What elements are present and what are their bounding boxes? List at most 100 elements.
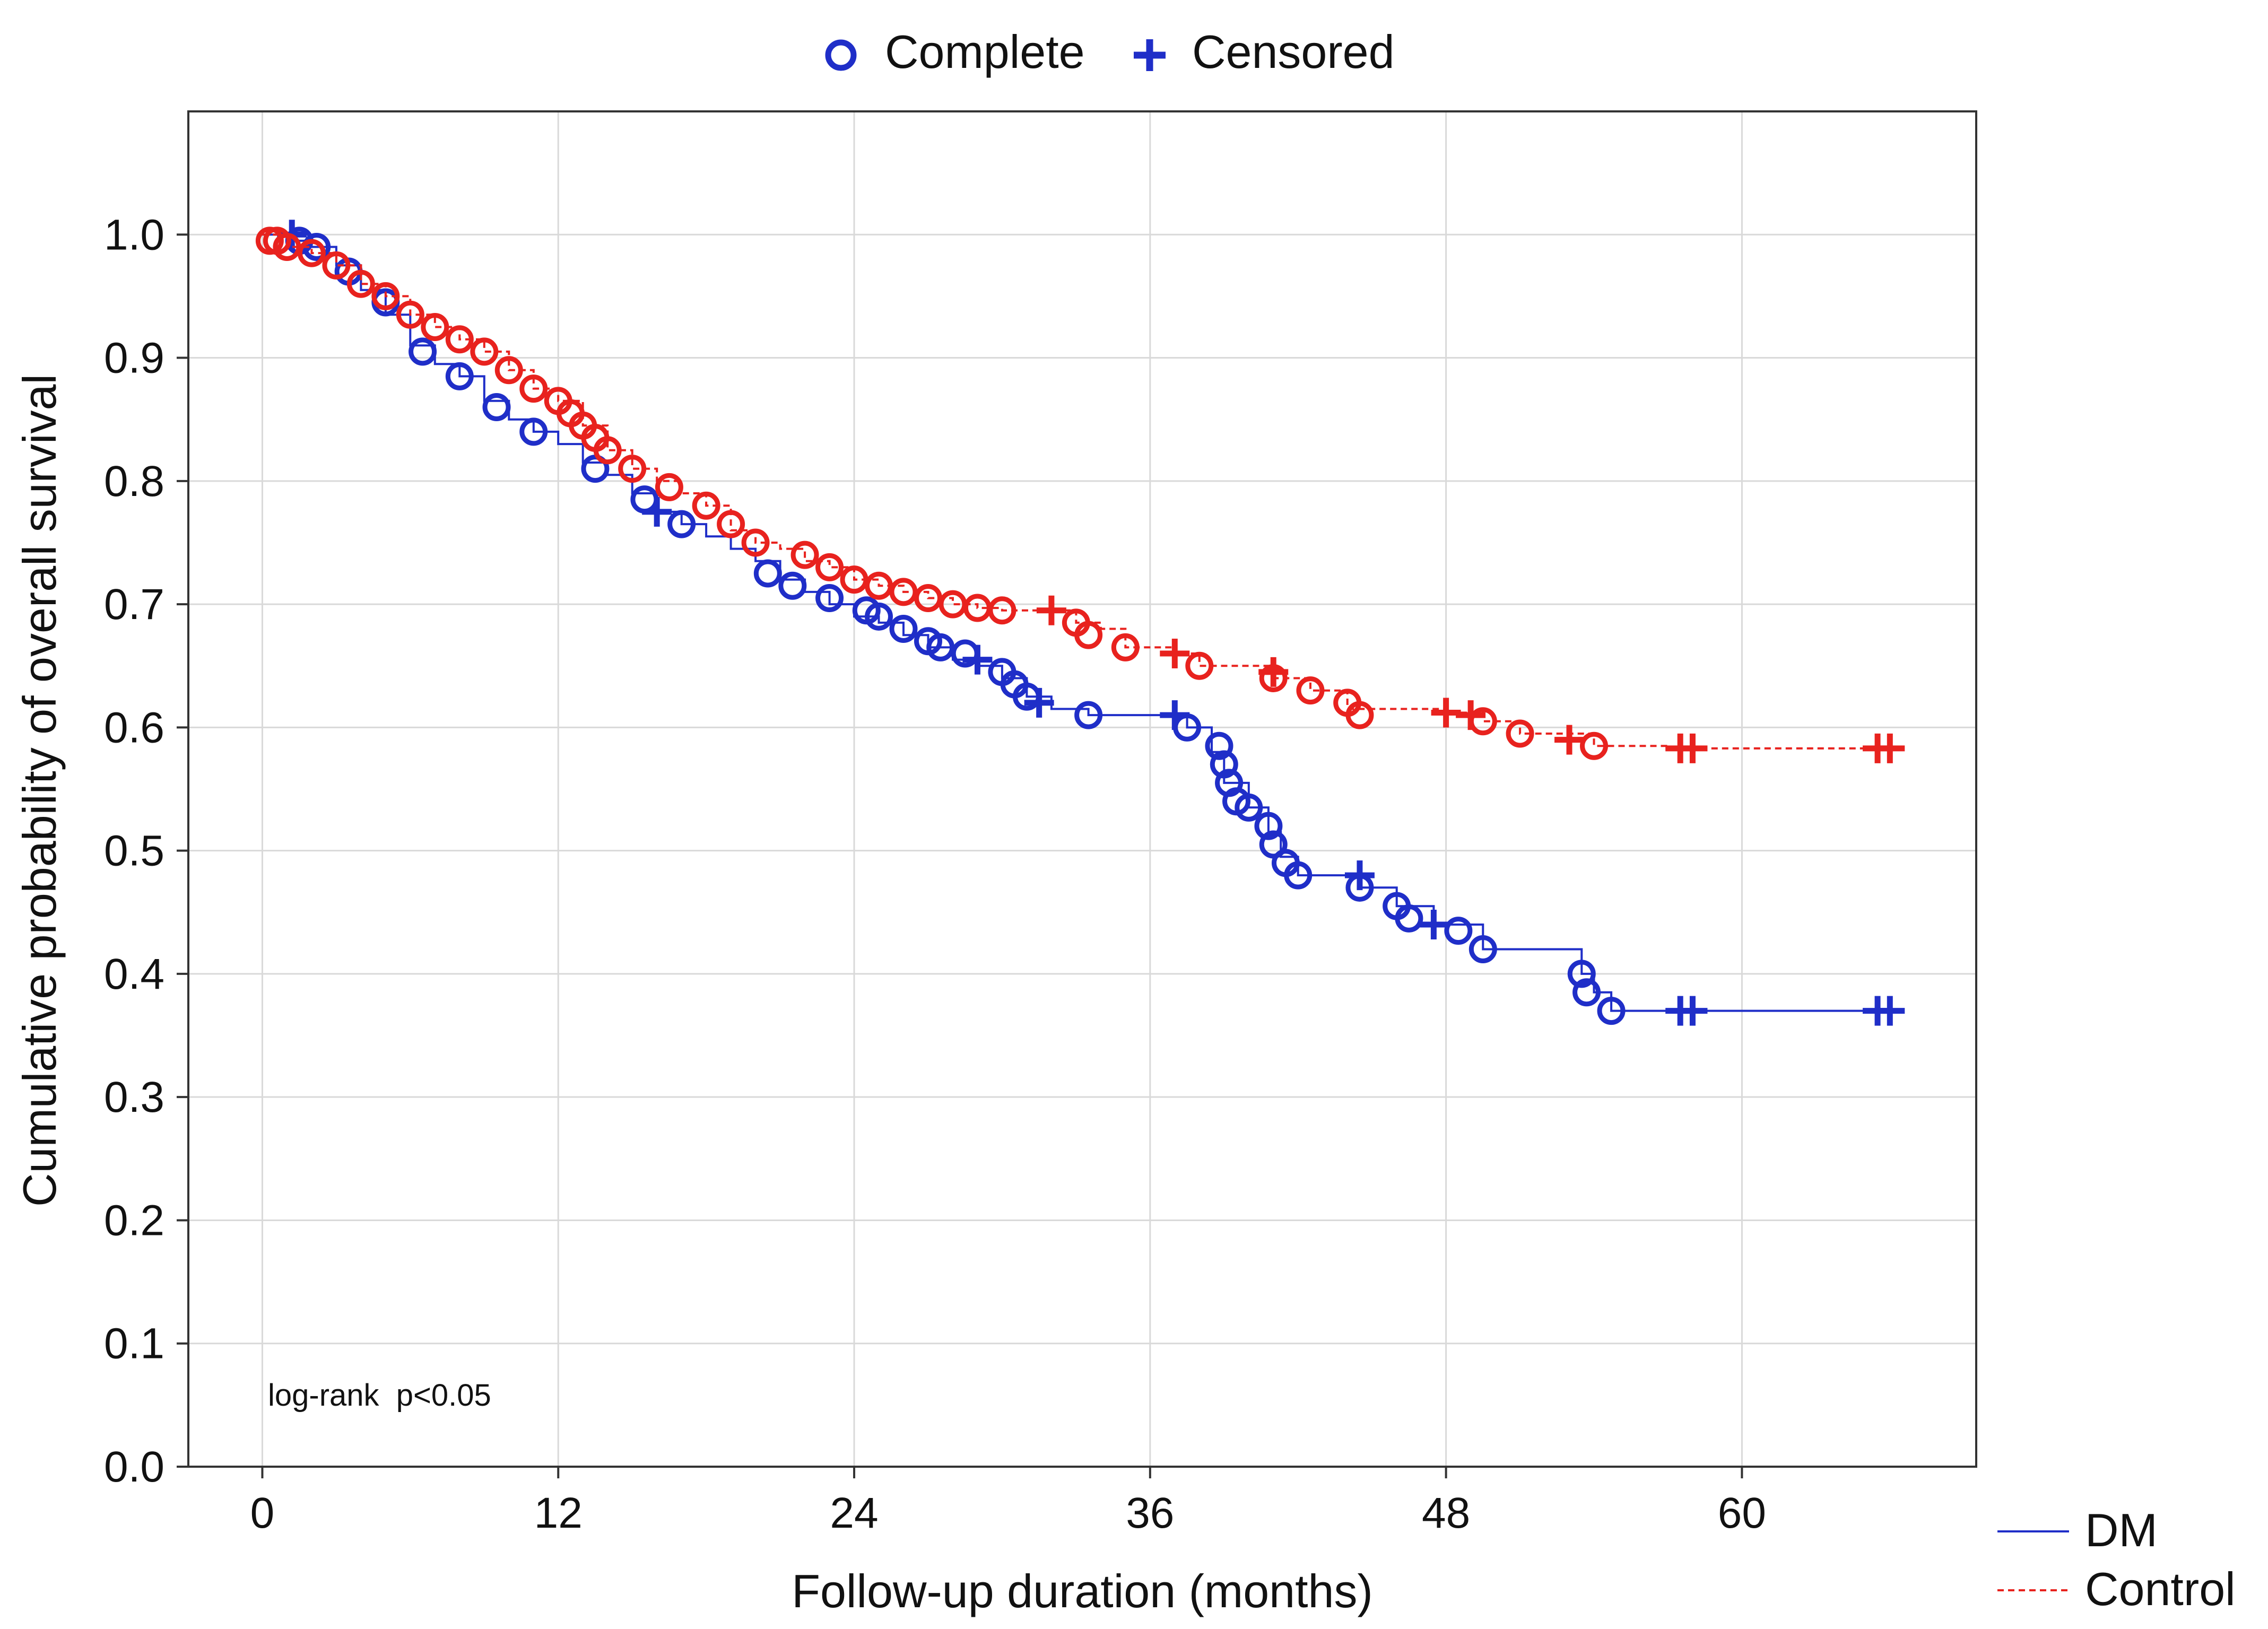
- complete-event-marker: [1468, 935, 1497, 963]
- censored-event-marker: [1024, 687, 1054, 718]
- series-layer: [255, 220, 1905, 1026]
- complete-event-marker: [717, 510, 745, 538]
- y-tick-label: 0.3: [104, 1073, 164, 1121]
- complete-event-marker: [815, 583, 844, 612]
- complete-event-marker: [1185, 651, 1214, 680]
- y-tick-label: 1.0: [104, 211, 164, 259]
- complete-event-marker: [1259, 830, 1288, 859]
- complete-event-marker: [470, 337, 499, 366]
- complete-event-marker: [753, 559, 782, 588]
- x-tick-label: 0: [250, 1489, 275, 1537]
- y-tick-label: 0.6: [104, 703, 164, 752]
- x-tick-label: 60: [1718, 1489, 1766, 1537]
- legend-complete-label: Complete: [885, 25, 1085, 78]
- complete-event-marker: [1074, 621, 1103, 649]
- grid-lines: [188, 111, 1976, 1468]
- complete-event-marker: [778, 571, 807, 600]
- y-axis-label: Cumulative probability of overall surviv…: [13, 374, 66, 1207]
- complete-event-marker: [297, 239, 326, 267]
- complete-event-marker: [1296, 676, 1325, 705]
- complete-event-marker: [1580, 731, 1609, 760]
- legend-dm-label: DM: [2085, 1504, 2158, 1556]
- censored-event-marker: [1258, 657, 1289, 687]
- complete-event-marker: [1506, 719, 1534, 748]
- y-tick-label: 0.0: [104, 1443, 164, 1491]
- complete-event-marker: [1254, 812, 1283, 840]
- complete-event-marker: [988, 596, 1016, 625]
- complete-event-marker: [865, 602, 893, 631]
- series-control: [255, 227, 1905, 763]
- complete-event-marker: [581, 455, 610, 483]
- complete-event-marker: [409, 337, 437, 366]
- censored-event-marker: [962, 644, 993, 675]
- complete-event-marker: [346, 269, 375, 298]
- censored-event-marker: [1456, 700, 1486, 730]
- complete-event-marker: [396, 300, 424, 329]
- complete-event-marker: [667, 510, 696, 538]
- censored-event-marker: [1875, 996, 1905, 1026]
- y-tick-label: 0.9: [104, 334, 164, 382]
- complete-event-marker: [1111, 633, 1140, 661]
- censored-event-marker: [1678, 733, 1708, 763]
- y-tick-label: 0.5: [104, 827, 164, 875]
- censored-event-marker: [1554, 725, 1585, 755]
- x-tick-label: 48: [1422, 1489, 1470, 1537]
- complete-event-marker: [815, 553, 844, 581]
- complete-event-marker: [1567, 960, 1596, 988]
- legend-complete-marker: [825, 39, 857, 71]
- complete-event-marker: [790, 541, 819, 569]
- complete-event-marker: [1205, 731, 1233, 760]
- complete-event-marker: [840, 565, 868, 594]
- complete-event-marker: [865, 571, 893, 600]
- complete-event-marker: [322, 251, 351, 280]
- complete-event-marker: [445, 362, 474, 390]
- complete-event-marker: [593, 436, 622, 465]
- complete-event-marker: [1210, 750, 1238, 779]
- y-tick-label: 0.8: [104, 457, 164, 506]
- y-axis: 0.0 0.1 0.2 0.3 0.4 0.5 0.6 0.7 0.8 0.9 1.0: [104, 211, 188, 1491]
- complete-event-marker: [1345, 701, 1374, 729]
- complete-event-marker: [273, 233, 301, 261]
- complete-event-marker: [926, 633, 955, 661]
- complete-event-marker: [445, 325, 474, 354]
- complete-event-marker: [371, 282, 400, 310]
- complete-event-marker: [618, 455, 647, 483]
- censored-event-marker: [1160, 700, 1190, 730]
- complete-event-marker: [692, 491, 720, 520]
- complete-event-marker: [1597, 997, 1626, 1025]
- complete-event-marker: [519, 417, 548, 446]
- complete-event-marker: [655, 473, 683, 501]
- x-axis-label: Follow-up duration (months): [792, 1565, 1373, 1617]
- censored-event-marker: [1875, 733, 1905, 763]
- annotation-log-rank: log-rank p<0.05: [268, 1378, 491, 1413]
- legend-censored-marker: [1134, 39, 1166, 71]
- complete-event-marker: [421, 312, 449, 341]
- censored-event-marker: [1678, 996, 1708, 1026]
- complete-event-marker: [1395, 904, 1423, 933]
- censored-event-marker: [1036, 595, 1066, 625]
- complete-event-marker: [1444, 917, 1473, 945]
- censored-event-marker: [1344, 860, 1375, 891]
- complete-event-marker: [519, 374, 548, 403]
- legend-censored-label: Censored: [1192, 25, 1395, 78]
- marker-legend: Complete Censored: [825, 25, 1395, 78]
- legend-control-label: Control: [2085, 1563, 2236, 1615]
- x-tick-label: 36: [1126, 1489, 1174, 1537]
- complete-event-marker: [1284, 861, 1313, 890]
- y-tick-label: 0.2: [104, 1196, 164, 1244]
- complete-event-marker: [1572, 978, 1601, 1007]
- y-tick-label: 0.4: [104, 950, 164, 998]
- complete-event-marker: [914, 583, 942, 612]
- complete-event-marker: [889, 578, 918, 606]
- complete-event-marker: [1074, 701, 1103, 729]
- complete-event-marker: [494, 356, 523, 385]
- x-axis: 0 12 24 36 48 60: [250, 1467, 1766, 1537]
- complete-event-marker: [482, 393, 511, 421]
- series-legend: DM Control: [1997, 1504, 2236, 1615]
- x-tick-label: 12: [534, 1489, 583, 1537]
- plot-frame: [187, 110, 1977, 1468]
- complete-event-marker: [889, 615, 918, 643]
- x-tick-label: 24: [830, 1489, 878, 1537]
